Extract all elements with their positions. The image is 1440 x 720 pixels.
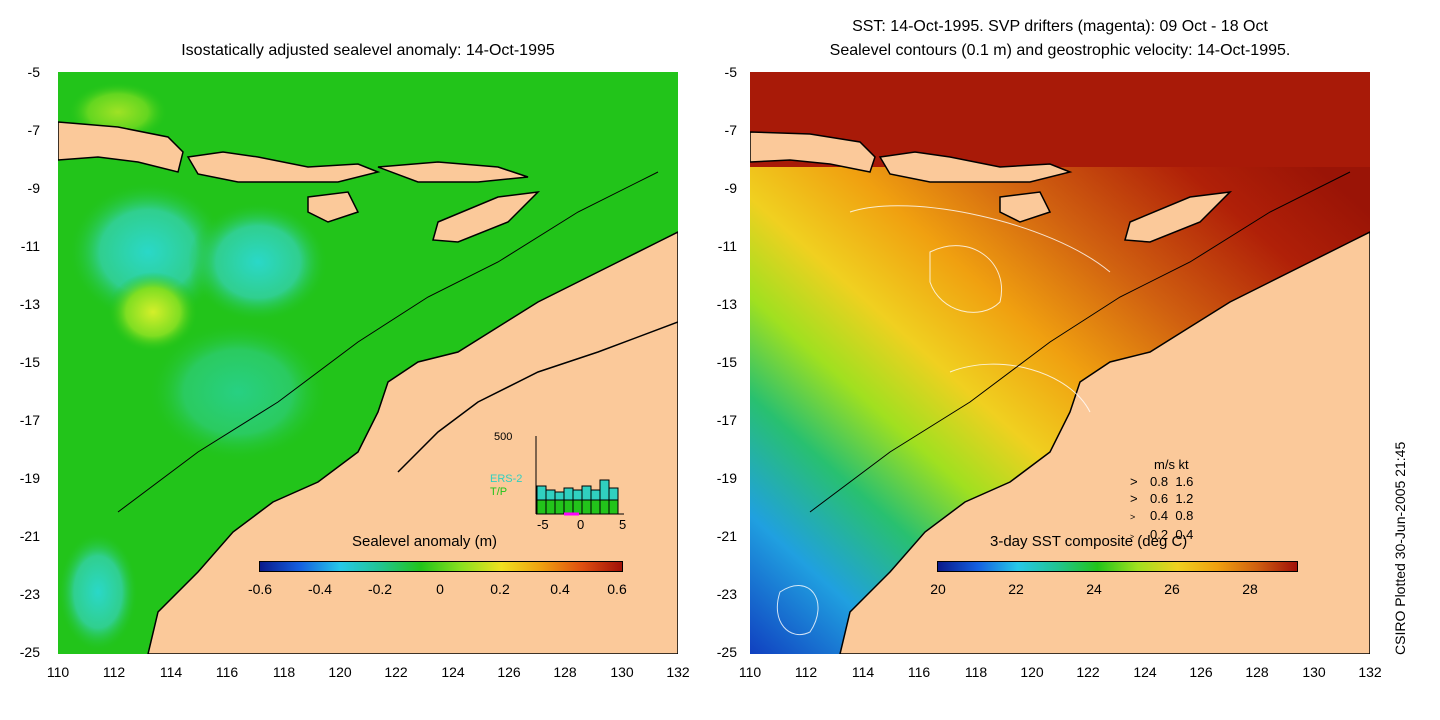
lat-tick: -13 [716,296,737,312]
cb-tick: -0.4 [307,581,333,597]
lat-tick: -7 [724,122,737,138]
velocity-legend-row: >0.4 0.8 [1130,507,1193,526]
lat-tick: -17 [19,412,40,428]
right-panel-title-line1: SST: 14-Oct-1995. SVP drifters (magenta)… [852,18,1268,35]
lon-tick: 130 [1302,664,1326,680]
cb-tick: 0.6 [607,581,627,597]
lon-tick: 128 [553,664,577,680]
lat-tick: -17 [716,412,737,428]
lat-tick: -25 [716,644,737,660]
velocity-legend-row: >0.8 1.6 [1130,474,1194,489]
lon-tick: 124 [1133,664,1157,680]
lon-tick: 118 [272,664,296,680]
cb-tick: 26 [1164,581,1180,597]
credit-text: CSIRO Plotted 30-Jun-2005 21:45 [1392,441,1408,655]
velocity-legend-row: >0.2 0.4 [1130,526,1193,546]
cb-tick: -0.2 [367,581,393,597]
lon-tick: 128 [1245,664,1269,680]
cb-tick: 20 [930,581,946,597]
arrow-icon: > [1130,474,1138,489]
lon-tick: 116 [215,664,239,680]
lon-tick: 130 [610,664,634,680]
inset-series-tp: T/P [490,486,508,498]
lat-tick: -23 [716,586,737,602]
lat-tick: -21 [19,528,40,544]
cb-tick: 24 [1086,581,1102,597]
cb-tick: 22 [1008,581,1024,597]
lon-tick: 112 [794,664,818,680]
right-panel-title-line2: Sealevel contours (0.1 m) and geostrophi… [829,42,1291,59]
lat-tick: -25 [19,644,40,660]
lon-tick: 124 [441,664,465,680]
lat-tick: -23 [19,586,40,602]
sealevel-anomaly-map [58,72,678,654]
lon-tick: 132 [1358,664,1382,680]
lat-tick: -11 [20,238,40,254]
lat-tick: -11 [717,238,737,254]
cb-tick: 28 [1242,581,1258,597]
lat-tick: -19 [716,470,737,486]
lon-tick: 122 [1076,664,1100,680]
arrow-icon: > [1130,512,1136,522]
lat-tick: -13 [19,296,40,312]
lat-tick: -15 [19,354,40,370]
lon-tick: 126 [497,664,521,680]
arrow-icon: > [1130,534,1135,541]
cb-tick: 0 [436,581,444,597]
lat-tick: -5 [27,64,40,80]
lon-tick: 120 [328,664,352,680]
cb-tick: 0.2 [490,581,510,597]
lon-tick: 110 [46,664,70,680]
sst-colorbar [937,561,1298,572]
velocity-legend-row: >0.6 1.2 [1130,491,1194,506]
lon-tick: 114 [159,664,183,680]
cb-tick: 0.4 [550,581,570,597]
inset-xtick: -5 [537,517,549,532]
arrow-icon: > [1130,491,1138,506]
lon-tick: 116 [907,664,931,680]
lat-tick: -21 [716,528,737,544]
lon-tick: 120 [1020,664,1044,680]
lon-tick: 122 [384,664,408,680]
lat-tick: -15 [716,354,737,370]
lon-tick: 110 [738,664,762,680]
inset-xtick: 0 [577,517,585,532]
lat-tick: -7 [27,122,40,138]
cb-tick: -0.6 [247,581,273,597]
lat-tick: -5 [724,64,737,80]
sst-colorbar-label: 3-day SST composite (deg C) [990,533,1188,550]
lon-tick: 126 [1189,664,1213,680]
sealevel-colorbar [259,561,623,572]
left-panel-title: Isostatically adjusted sealevel anomaly:… [181,42,555,59]
lat-tick: -9 [724,180,737,196]
lon-tick: 114 [851,664,875,680]
sealevel-colorbar-label: Sealevel anomaly (m) [352,533,498,550]
lon-tick: 132 [666,664,690,680]
lat-tick: -19 [19,470,40,486]
lon-tick: 118 [964,664,988,680]
inset-ymax: 500 [494,431,513,443]
velocity-legend-header: m/s kt [1154,457,1189,472]
velocity-legend: m/s kt >0.8 1.6 >0.6 1.2 >0.4 0.8 >0.2 0… [1130,456,1193,546]
inset-xtick: 5 [619,517,627,532]
lat-tick: -9 [27,180,40,196]
sst-map [750,72,1370,654]
lon-tick: 112 [102,664,126,680]
inset-series-ers2: ERS-2 [490,473,523,485]
